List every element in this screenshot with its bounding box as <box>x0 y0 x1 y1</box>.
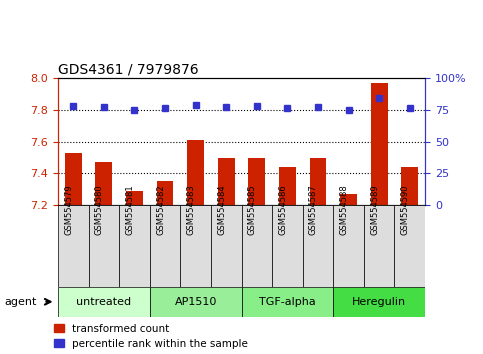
Bar <box>187 140 204 205</box>
Text: GSM554579: GSM554579 <box>64 184 73 235</box>
Text: GSM554589: GSM554589 <box>370 184 379 235</box>
Bar <box>401 167 418 205</box>
Bar <box>218 158 235 205</box>
Text: GSM554581: GSM554581 <box>126 184 134 235</box>
Bar <box>310 158 327 205</box>
Text: GSM554586: GSM554586 <box>278 184 287 235</box>
Bar <box>65 153 82 205</box>
Bar <box>156 182 173 205</box>
Bar <box>395 205 425 287</box>
Bar <box>279 167 296 205</box>
Bar <box>88 205 119 287</box>
Legend: transformed count, percentile rank within the sample: transformed count, percentile rank withi… <box>54 324 248 349</box>
Text: GSM554583: GSM554583 <box>186 184 196 235</box>
Text: GSM554590: GSM554590 <box>401 184 410 235</box>
Bar <box>150 287 242 317</box>
Text: GDS4361 / 7979876: GDS4361 / 7979876 <box>58 63 199 77</box>
Bar <box>119 205 150 287</box>
Bar <box>242 287 333 317</box>
Bar <box>333 287 425 317</box>
Text: GSM554585: GSM554585 <box>248 184 257 235</box>
Bar <box>242 205 272 287</box>
Bar <box>180 205 211 287</box>
Text: GSM554588: GSM554588 <box>340 184 349 235</box>
Bar <box>58 205 88 287</box>
Bar <box>126 191 143 205</box>
Text: Heregulin: Heregulin <box>352 297 406 307</box>
Bar <box>58 287 150 317</box>
Text: GSM554587: GSM554587 <box>309 184 318 235</box>
Text: untreated: untreated <box>76 297 131 307</box>
Text: GSM554582: GSM554582 <box>156 184 165 235</box>
Bar <box>303 205 333 287</box>
Bar <box>150 205 180 287</box>
Bar <box>371 83 387 205</box>
Bar <box>364 205 395 287</box>
Bar <box>340 194 357 205</box>
Bar <box>333 205 364 287</box>
Bar <box>211 205 242 287</box>
Bar <box>272 205 303 287</box>
Text: AP1510: AP1510 <box>174 297 217 307</box>
Text: agent: agent <box>5 297 37 307</box>
Text: GSM554580: GSM554580 <box>95 184 104 235</box>
Text: GSM554584: GSM554584 <box>217 184 226 235</box>
Bar <box>96 162 112 205</box>
Bar <box>248 158 265 205</box>
Text: TGF-alpha: TGF-alpha <box>259 297 316 307</box>
